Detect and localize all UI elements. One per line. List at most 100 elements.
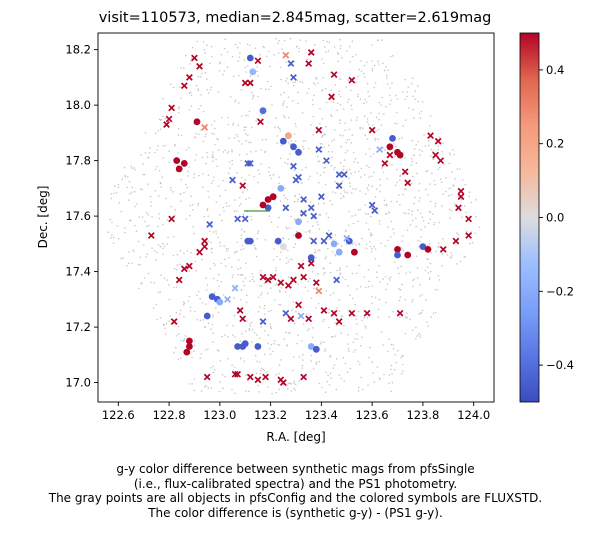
background-point [359,126,362,129]
y-tick-label: 18.0 [65,98,91,112]
background-point [173,144,176,147]
background-point [183,316,185,318]
background-point [329,294,332,296]
background-point [190,60,192,62]
background-point [187,300,189,303]
background-point [216,279,219,282]
background-point [207,387,210,389]
x-point [371,207,379,214]
background-point [218,390,221,393]
background-point [416,267,419,270]
background-point [351,108,353,111]
circle-point [259,201,267,209]
background-point [339,119,341,121]
background-point [329,271,332,274]
background-point [212,179,215,182]
background-point [164,327,166,330]
background-point [113,192,115,195]
background-point [348,98,350,101]
background-point [378,118,380,121]
background-point [315,256,318,259]
background-point [222,387,224,390]
background-point [339,269,341,271]
background-point [373,245,375,248]
background-point [283,39,286,42]
background-point [162,324,165,327]
background-point [124,176,127,178]
background-point [384,149,386,151]
background-point [225,247,228,250]
x-point [175,276,183,284]
background-point [413,278,416,280]
background-point [261,292,263,294]
background-point [270,177,273,180]
background-point [305,231,307,233]
background-point [398,272,400,275]
background-point [389,94,391,97]
background-point [372,153,375,155]
background-point [331,140,333,142]
background-point [373,86,376,89]
background-point [284,197,287,199]
background-point [387,226,390,228]
background-point [216,137,218,140]
background-point [226,250,228,252]
background-point [255,255,258,258]
background-point [278,364,281,366]
x-point [315,146,323,153]
x-point [224,295,231,303]
background-point [262,368,264,371]
background-point [411,77,414,79]
background-point [226,51,229,53]
background-point [187,147,190,149]
background-point [448,194,450,197]
background-point [322,39,325,42]
background-point [383,113,385,115]
background-point [124,231,126,234]
background-point [257,296,260,299]
background-point [156,318,158,321]
background-point [240,248,242,251]
background-point [323,267,325,270]
background-point [160,186,162,188]
background-point [344,191,347,193]
background-point [221,373,224,376]
background-point [376,188,378,191]
background-point [317,223,320,226]
background-point [357,220,360,223]
background-point [234,43,237,46]
background-point [296,342,298,345]
background-point [193,389,196,392]
background-point [180,339,182,342]
background-point [226,116,229,119]
background-point [240,215,243,218]
background-point [274,284,276,287]
background-point [212,277,215,280]
background-point [339,38,341,41]
background-point [160,118,163,121]
background-point [265,138,267,141]
data-points [147,49,473,386]
x-point [229,176,236,184]
background-point [323,273,325,276]
background-point [380,242,383,245]
background-point [360,176,362,178]
background-point [389,279,391,281]
background-point [386,283,389,286]
background-point [250,218,253,221]
background-point [290,383,293,385]
background-point [258,173,261,175]
background-point [232,124,234,126]
background-point [357,75,360,78]
x-point [180,265,188,273]
background-point [161,176,163,178]
background-point [318,360,321,363]
background-point [415,217,417,220]
background-point [340,245,343,247]
background-point [112,236,115,239]
background-point [199,75,202,78]
background-point [281,48,283,50]
x-point [246,79,254,87]
background-point [428,243,431,245]
background-point [165,197,167,200]
